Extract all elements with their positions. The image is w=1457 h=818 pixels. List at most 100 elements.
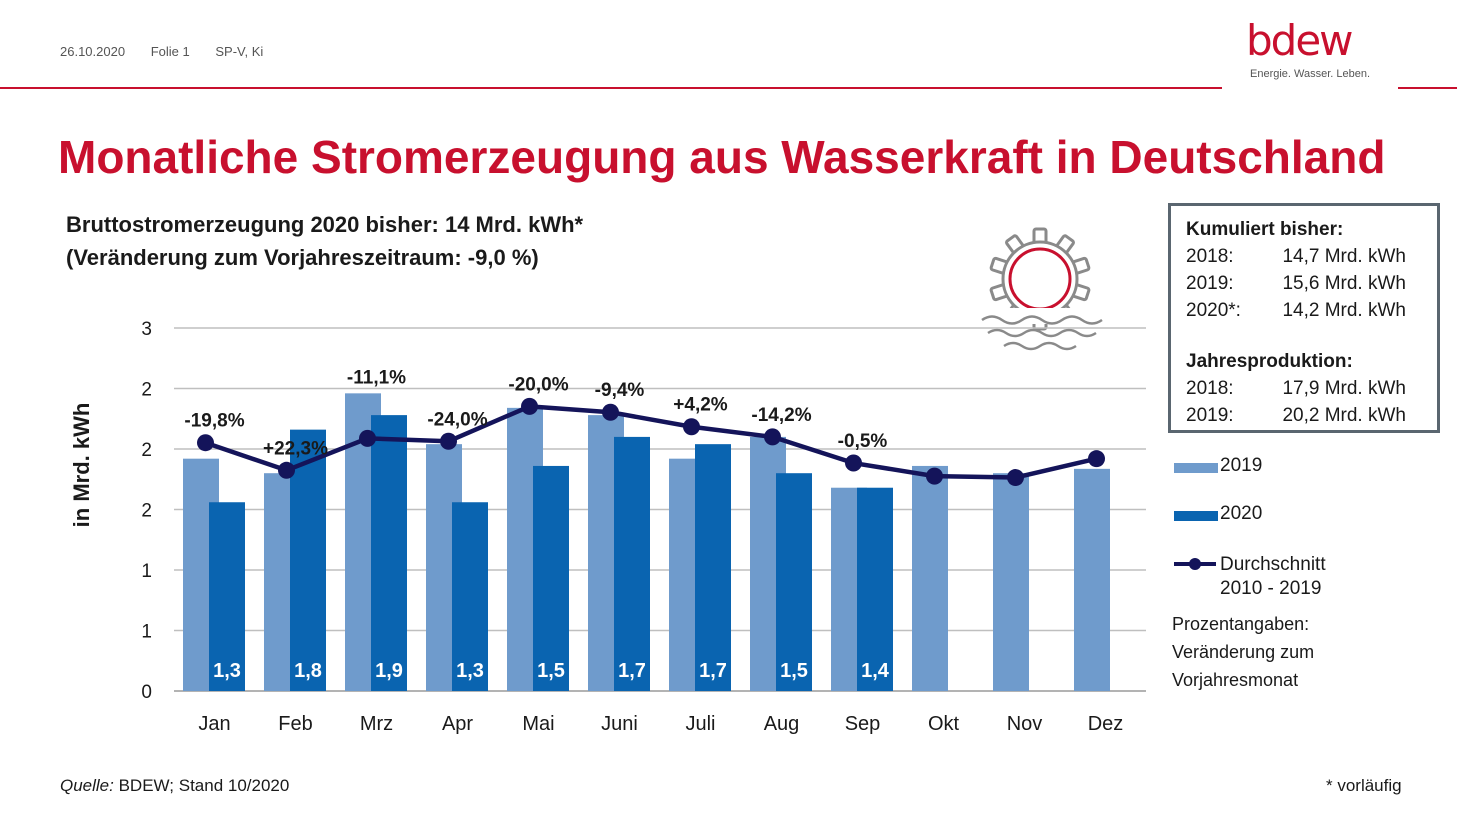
cumulative-row: 2019: 15,6 Mrd. kWh xyxy=(1186,270,1437,297)
bar-2019 xyxy=(1074,468,1110,691)
bar-2020-value-label: 1,7 xyxy=(699,660,727,682)
y-tick-label: 1 xyxy=(141,622,152,643)
bar-2020 xyxy=(533,465,569,691)
bar-2020-value-label: 1,3 xyxy=(213,660,241,682)
change-annotation: -9,4% xyxy=(595,380,645,401)
logo-wordmark: bdew xyxy=(1246,16,1354,65)
annual-heading: Jahresproduktion: xyxy=(1186,351,1353,372)
change-annotation: +4,2% xyxy=(673,395,728,416)
x-tick-label: Okt xyxy=(928,713,960,735)
header-folio: Folie 1 xyxy=(150,44,190,59)
avg-point xyxy=(278,461,295,479)
change-annotation: -11,1% xyxy=(347,367,406,388)
annual-year: 2019: xyxy=(1186,405,1234,426)
bar-2020-value-label: 1,7 xyxy=(618,660,646,682)
bar-2020 xyxy=(452,502,488,691)
legend-swatch-avg xyxy=(1174,558,1216,570)
bar-2019 xyxy=(993,473,1029,691)
legend-label-2020: 2020 xyxy=(1220,503,1263,524)
avg-point xyxy=(602,403,619,421)
x-tick-label: Dez xyxy=(1088,713,1124,735)
y-tick-label: 2 xyxy=(141,380,152,401)
cumulative-year: 2018: xyxy=(1186,246,1234,267)
annual-row: 2018: 17,9 Mrd. kWh xyxy=(1186,375,1437,402)
x-tick-label: Nov xyxy=(1007,713,1043,735)
change-annotation: -0,5% xyxy=(838,431,888,452)
avg-point xyxy=(521,397,538,415)
cumulative-value: 15,6 Mrd. kWh xyxy=(1282,273,1406,294)
cumulative-heading: Kumuliert bisher: xyxy=(1186,219,1344,240)
bar-2020-value-label: 1,9 xyxy=(375,660,403,682)
annual-value: 20,2 Mrd. kWh xyxy=(1282,405,1406,426)
change-annotation: +22,3% xyxy=(263,438,328,459)
bar-2020 xyxy=(695,444,731,691)
avg-point xyxy=(359,429,376,447)
legend-avg-line1: Durchschnitt xyxy=(1220,554,1326,575)
page-title: Monatliche Stromerzeugung aus Wasserkraf… xyxy=(58,131,1386,183)
change-annotation: -24,0% xyxy=(427,409,487,430)
bar-2020 xyxy=(371,415,407,691)
avg-point xyxy=(926,467,943,485)
change-annotation: -20,0% xyxy=(508,374,568,395)
x-tick-label: Mai xyxy=(522,713,554,735)
bar-2020 xyxy=(290,429,326,691)
header-rule-right xyxy=(1398,87,1457,89)
source-note: Quelle: BDEW; Stand 10/2020 xyxy=(60,776,289,796)
legend-label-avg: Durchschnitt 2010 - 2019 xyxy=(1220,553,1326,601)
bar-2020 xyxy=(209,502,245,691)
x-tick-label: Apr xyxy=(442,713,473,735)
cumulative-row: 2020*: 14,2 Mrd. kWh xyxy=(1186,297,1437,324)
bdew-logo: bdew Energie. Wasser. Leben. xyxy=(1246,16,1376,81)
avg-point xyxy=(440,432,457,450)
annual-year: 2018: xyxy=(1186,378,1234,399)
hydropower-icon xyxy=(978,227,1106,351)
x-tick-label: Juni xyxy=(601,713,638,735)
y-tick-label: 1 xyxy=(141,561,152,582)
annual-value: 17,9 Mrd. kWh xyxy=(1282,378,1406,399)
y-tick-label: 0 xyxy=(141,682,152,703)
subtitle-line-2: (Veränderung zum Vorjahreszeitraum: -9,0… xyxy=(66,245,539,270)
change-annotation: -19,8% xyxy=(184,411,244,432)
avg-point xyxy=(1088,450,1105,468)
bar-2020-value-label: 1,3 xyxy=(456,660,484,682)
cumulative-year: 2019: xyxy=(1186,273,1234,294)
avg-point xyxy=(845,454,862,472)
summary-box: Kumuliert bisher: 2018: 14,7 Mrd. kWh 20… xyxy=(1168,203,1440,433)
change-annotation: -14,2% xyxy=(751,405,811,426)
bar-2020-value-label: 1,5 xyxy=(537,660,565,682)
bar-2020 xyxy=(857,487,893,691)
x-tick-label: Juli xyxy=(685,713,715,735)
legend-swatch-2020 xyxy=(1174,511,1218,521)
header-author: SP-V, Ki xyxy=(215,44,264,59)
percent-note: Prozentangaben: Veränderung zum Vorjahre… xyxy=(1172,614,1315,690)
avg-line xyxy=(204,404,1098,480)
legend-label-2019: 2019 xyxy=(1220,455,1263,476)
cumulative-value: 14,2 Mrd. kWh xyxy=(1282,300,1406,321)
footnote: * vorläufig xyxy=(1326,776,1402,795)
x-tick-label: Jan xyxy=(198,713,230,735)
avg-point xyxy=(683,418,700,436)
header-rule-left xyxy=(0,87,1222,89)
x-tick-label: Feb xyxy=(278,713,312,735)
header-date: 26.10.2020 xyxy=(60,44,126,59)
y-tick-label: 2 xyxy=(141,501,152,522)
source-prefix: Quelle: xyxy=(60,776,114,795)
bar-2020 xyxy=(614,436,650,691)
y-tick-label: 3 xyxy=(141,319,152,340)
x-tick-label: Sep xyxy=(845,713,881,735)
avg-point xyxy=(1007,469,1024,487)
bar-2020-value-label: 1,8 xyxy=(294,660,322,682)
chart-subtitle: Bruttostromerzeugung 2020 bisher: 14 Mrd… xyxy=(66,208,583,274)
subtitle-line-1: Bruttostromerzeugung 2020 bisher: 14 Mrd… xyxy=(66,212,584,237)
logo-tagline: Energie. Wasser. Leben. xyxy=(1250,68,1371,80)
cumulative-year: 2020*: xyxy=(1186,300,1241,321)
header-meta: 26.10.2020 Folie 1 SP-V, Ki xyxy=(60,44,285,59)
cumulative-value: 14,7 Mrd. kWh xyxy=(1282,246,1406,267)
y-tick-label: 2 xyxy=(141,440,152,461)
x-tick-label: Mrz xyxy=(360,713,393,735)
bar-2020-value-label: 1,5 xyxy=(780,660,808,682)
annual-row: 2019: 20,2 Mrd. kWh xyxy=(1186,402,1437,429)
source-text: BDEW; Stand 10/2020 xyxy=(113,776,290,795)
legend-swatch-2019 xyxy=(1174,463,1218,473)
